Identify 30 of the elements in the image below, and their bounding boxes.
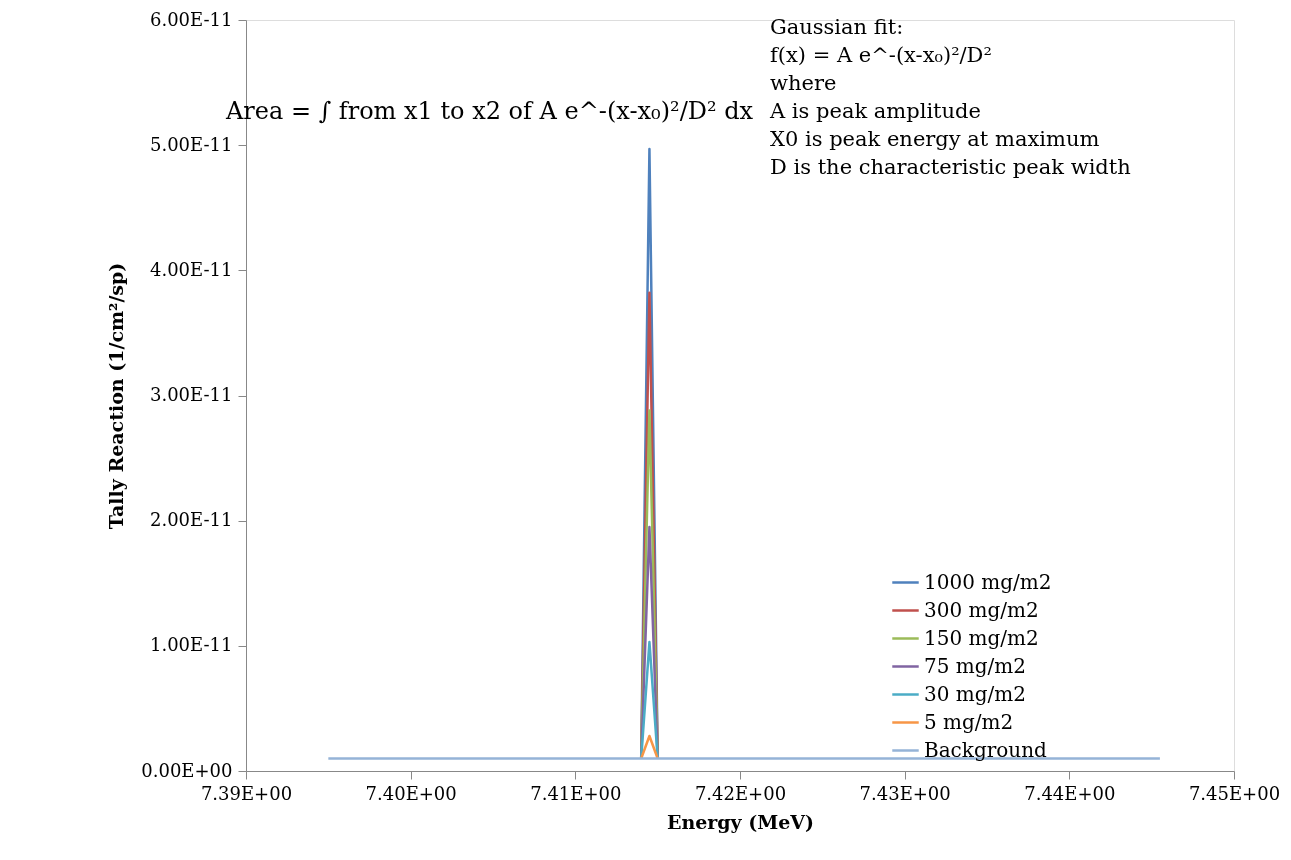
annotation: A is peak amplitude [769,99,981,123]
y-tick-label: 6.00E-11 [149,8,233,30]
y-tick-label: 4.00E-11 [149,258,233,280]
y-tick-label: 1.00E-11 [149,634,233,656]
legend-label: 150 mg/m2 [924,625,1039,650]
x-tick-label: 7.42E+00 [694,782,787,804]
x-tick-label: 7.40E+00 [365,782,457,804]
y-tick-label: 0.00E+00 [141,759,233,781]
y-tick-label: 3.00E-11 [149,384,233,405]
x-tick-label: 7.44E+00 [1024,782,1116,804]
x-tick-label: 7.39E+00 [200,782,293,804]
annotation: D is the characteristic peak width [770,155,1131,179]
legend-label: Background [924,737,1048,762]
x-axis-title: Energy (MeV) [666,810,815,833]
legend-label: 75 mg/m2 [924,653,1027,678]
annotation: X0 is peak energy at maximum [770,127,1100,151]
annotation: Area = ∫ from x1 to x2 of A e^-(x-x₀)²/D² dx [225,97,754,125]
x-tick-label: 7.45E+00 [1188,782,1281,804]
annotation: Gaussian fit: [770,15,904,39]
x-tick-label: 7.41E+00 [530,782,622,804]
legend-label: 5 mg/m2 [924,709,1014,734]
y-axis-title: Tally Reaction (1/cm²/sp) [105,262,128,530]
legend-label: 30 mg/m2 [924,681,1027,706]
y-tick-label: 5.00E-11 [149,133,233,155]
legend-label: 1000 mg/m2 [924,569,1052,594]
legend-label: 300 mg/m2 [924,597,1039,622]
y-tick-label: 2.00E-11 [149,509,233,531]
annotation: f(x) = A e^-(x-x₀)²/D² [770,43,992,67]
x-tick-label: 7.43E+00 [859,782,951,804]
annotation: where [770,71,837,95]
